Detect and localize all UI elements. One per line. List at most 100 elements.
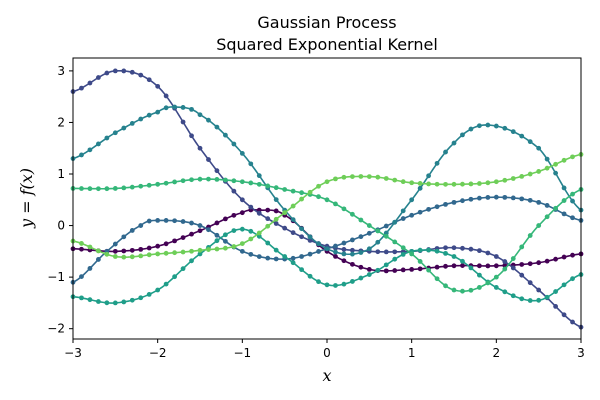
data-point xyxy=(231,188,237,194)
data-point xyxy=(536,287,542,293)
data-point xyxy=(265,255,271,261)
data-point xyxy=(214,246,220,252)
data-point xyxy=(350,237,355,243)
data-point xyxy=(79,241,84,246)
data-point xyxy=(443,263,448,269)
data-point xyxy=(180,119,186,125)
data-point xyxy=(282,254,288,259)
data-point xyxy=(146,291,152,297)
data-point xyxy=(519,174,525,179)
data-point xyxy=(172,238,178,244)
data-point xyxy=(121,68,127,74)
data-point xyxy=(358,217,364,223)
data-point xyxy=(273,216,279,222)
data-point xyxy=(502,125,508,131)
x-tick-label: −3 xyxy=(64,346,82,360)
data-point xyxy=(273,256,279,262)
data-point xyxy=(79,85,84,91)
data-point xyxy=(299,267,304,273)
data-point xyxy=(290,255,296,261)
data-point xyxy=(239,210,245,216)
data-point xyxy=(138,223,144,228)
data-point xyxy=(273,221,279,226)
data-point xyxy=(189,177,194,183)
data-point xyxy=(231,212,237,218)
data-point xyxy=(366,246,372,252)
data-point xyxy=(155,83,161,89)
data-point xyxy=(172,218,178,224)
data-point xyxy=(290,230,296,236)
data-point xyxy=(350,261,355,267)
data-point xyxy=(366,272,372,277)
data-point xyxy=(536,145,542,151)
data-point xyxy=(477,263,482,269)
data-point xyxy=(299,234,304,240)
data-point xyxy=(451,287,457,293)
data-point xyxy=(180,219,186,224)
x-tick-label: −1 xyxy=(233,346,251,360)
data-point xyxy=(223,238,228,244)
data-point xyxy=(477,195,482,201)
data-point xyxy=(527,139,533,145)
data-point xyxy=(299,254,304,259)
data-point xyxy=(231,141,237,147)
data-point xyxy=(561,157,567,163)
data-point xyxy=(299,226,304,232)
data-point xyxy=(350,211,355,217)
data-point xyxy=(138,72,144,78)
data-point xyxy=(172,274,178,280)
data-point xyxy=(375,174,381,180)
data-point xyxy=(79,246,84,252)
data-point xyxy=(256,181,262,187)
data-point xyxy=(527,280,533,286)
data-point xyxy=(341,251,347,257)
data-point xyxy=(265,207,271,213)
data-point xyxy=(96,141,101,147)
data-point xyxy=(197,112,203,118)
data-point xyxy=(519,196,525,202)
data-point xyxy=(239,241,245,247)
data-point xyxy=(502,266,508,272)
data-point xyxy=(163,281,169,287)
data-point xyxy=(443,149,448,155)
data-point xyxy=(79,152,84,158)
data-point xyxy=(333,176,338,182)
data-point xyxy=(553,161,558,167)
data-point xyxy=(392,249,398,255)
data-point xyxy=(138,295,144,301)
data-point xyxy=(553,303,558,309)
data-point xyxy=(426,206,431,212)
data-point xyxy=(248,228,254,234)
data-point xyxy=(129,297,135,303)
data-point xyxy=(561,254,567,260)
data-point xyxy=(383,176,389,181)
data-point xyxy=(129,69,135,75)
data-point xyxy=(197,228,203,234)
data-point xyxy=(121,125,127,131)
data-point xyxy=(468,246,474,252)
data-point xyxy=(290,217,296,223)
data-point xyxy=(502,177,508,183)
data-point xyxy=(256,210,262,216)
data-point xyxy=(400,216,406,221)
x-tick-label: −2 xyxy=(149,346,167,360)
data-point xyxy=(112,248,118,254)
data-point xyxy=(510,195,516,201)
data-point xyxy=(544,294,550,300)
data-point xyxy=(341,240,347,246)
data-point xyxy=(417,209,423,215)
data-point xyxy=(138,246,144,252)
data-point xyxy=(468,265,474,271)
data-point xyxy=(570,154,575,160)
data-point xyxy=(214,220,220,226)
data-point xyxy=(79,186,84,191)
data-point xyxy=(570,198,575,204)
data-point xyxy=(180,249,186,255)
data-point xyxy=(197,223,203,228)
data-point xyxy=(129,121,135,126)
data-point xyxy=(163,250,169,256)
data-point xyxy=(155,109,161,115)
data-point xyxy=(239,179,245,185)
data-point xyxy=(248,251,254,257)
data-point xyxy=(434,204,440,210)
